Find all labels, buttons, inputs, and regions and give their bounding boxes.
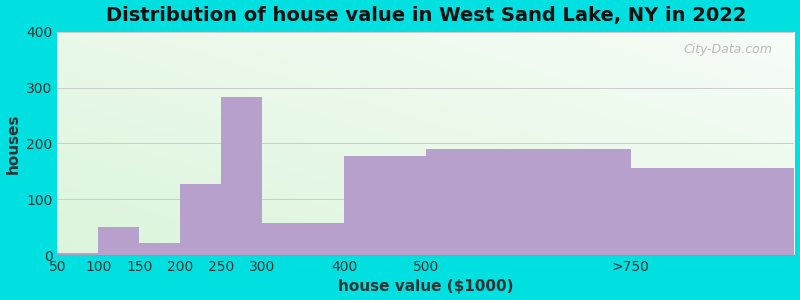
Bar	[262, 223, 344, 255]
Bar	[180, 184, 221, 255]
X-axis label: house value ($1000): house value ($1000)	[338, 279, 514, 294]
Bar	[139, 243, 180, 255]
Bar	[58, 254, 98, 255]
Title: Distribution of house value in West Sand Lake, NY in 2022: Distribution of house value in West Sand…	[106, 6, 746, 25]
Y-axis label: houses: houses	[6, 113, 21, 174]
Text: City-Data.com: City-Data.com	[683, 43, 772, 56]
Bar	[426, 149, 630, 255]
Bar	[344, 156, 426, 255]
Bar	[98, 227, 139, 255]
Bar	[221, 97, 262, 255]
Bar	[630, 169, 794, 255]
